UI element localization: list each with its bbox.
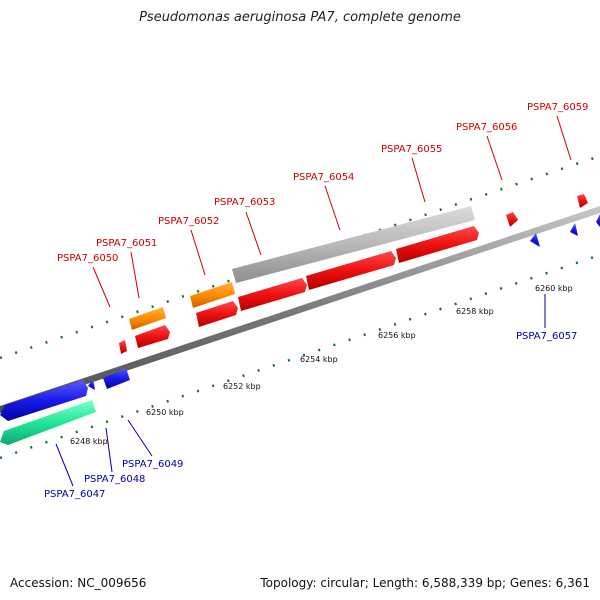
scale-label: 6254 kbp (300, 355, 338, 364)
leader-line (130, 251, 140, 299)
leader-line (190, 229, 206, 276)
leader-line (92, 266, 111, 308)
map-title: Pseudomonas aeruginosa PA7, complete gen… (139, 10, 461, 25)
gene-label[interactable]: PSPA7_6051 (96, 238, 157, 249)
gene-arrow-orange (129, 307, 166, 330)
gene-arrow-red (396, 226, 479, 263)
scale-label: 6260 kbp (535, 284, 573, 293)
gene-arrow-blue (0, 380, 88, 421)
scale-label: 6250 kbp (146, 408, 184, 417)
gene-label[interactable]: PSPA7_6055 (381, 144, 442, 155)
leader-line (105, 427, 113, 473)
gene-label[interactable]: PSPA7_6053 (214, 197, 275, 208)
genome-summary: Topology: circular; Length: 6,588,339 bp… (260, 576, 590, 590)
reverse-strand-features (0, 214, 600, 445)
gene-label[interactable]: PSPA7_6054 (293, 172, 354, 183)
gene-label[interactable]: PSPA7_6048 (84, 474, 145, 485)
gene-arrow-teal (0, 400, 96, 445)
gene-arrow-blue (103, 368, 130, 389)
gene-label[interactable]: PSPA7_6057 (516, 331, 577, 342)
gene-arrow-gray (232, 206, 475, 283)
reverse-leader-lines (55, 294, 546, 487)
gene-arrow-blue (88, 379, 95, 390)
reverse-gene-labels: PSPA7_6047 PSPA7_6048 PSPA7_6049 PSPA7_6… (44, 331, 577, 500)
scale-label: 6256 kbp (378, 331, 416, 340)
gene-arrow-red (135, 325, 170, 348)
gene-label[interactable]: PSPA7_6047 (44, 489, 105, 500)
leader-line (55, 443, 74, 487)
genome-backbone (0, 206, 600, 413)
leader-line (245, 211, 262, 256)
gene-label[interactable]: PSPA7_6050 (57, 253, 118, 264)
gene-arrow-blue (530, 233, 540, 247)
gene-arrow-red (577, 194, 588, 208)
scale-labels: 6248 kbp 6250 kbp 6252 kbp 6254 kbp 6256… (70, 284, 573, 446)
gene-arrow-red (196, 301, 238, 327)
leader-line (324, 185, 341, 231)
gene-arrow-red (306, 251, 396, 290)
scale-label: 6248 kbp (70, 437, 108, 446)
gene-label[interactable]: PSPA7_6056 (456, 122, 517, 133)
gene-arrow-orange (190, 282, 235, 308)
leader-line (411, 157, 426, 203)
leader-line (556, 115, 572, 161)
gene-arrow-blue (570, 223, 578, 236)
gene-arrow-red (119, 340, 127, 354)
forward-leader-lines (92, 115, 572, 308)
gene-label[interactable]: PSPA7_6059 (527, 102, 588, 113)
gene-arrow-blue (596, 214, 600, 227)
leader-line (127, 419, 153, 457)
leader-line (486, 135, 503, 181)
gene-arrow-red (238, 278, 307, 311)
scale-label: 6252 kbp (223, 382, 261, 391)
forward-strand-features (119, 194, 588, 354)
gene-label[interactable]: PSPA7_6052 (158, 216, 219, 227)
forward-gene-labels: PSPA7_6050 PSPA7_6051 PSPA7_6052 PSPA7_6… (57, 102, 588, 264)
scale-label: 6258 kbp (456, 307, 494, 316)
gene-arrow-red (506, 212, 518, 227)
accession-text: Accession: NC_009656 (10, 576, 147, 590)
gene-label[interactable]: PSPA7_6049 (122, 459, 183, 470)
